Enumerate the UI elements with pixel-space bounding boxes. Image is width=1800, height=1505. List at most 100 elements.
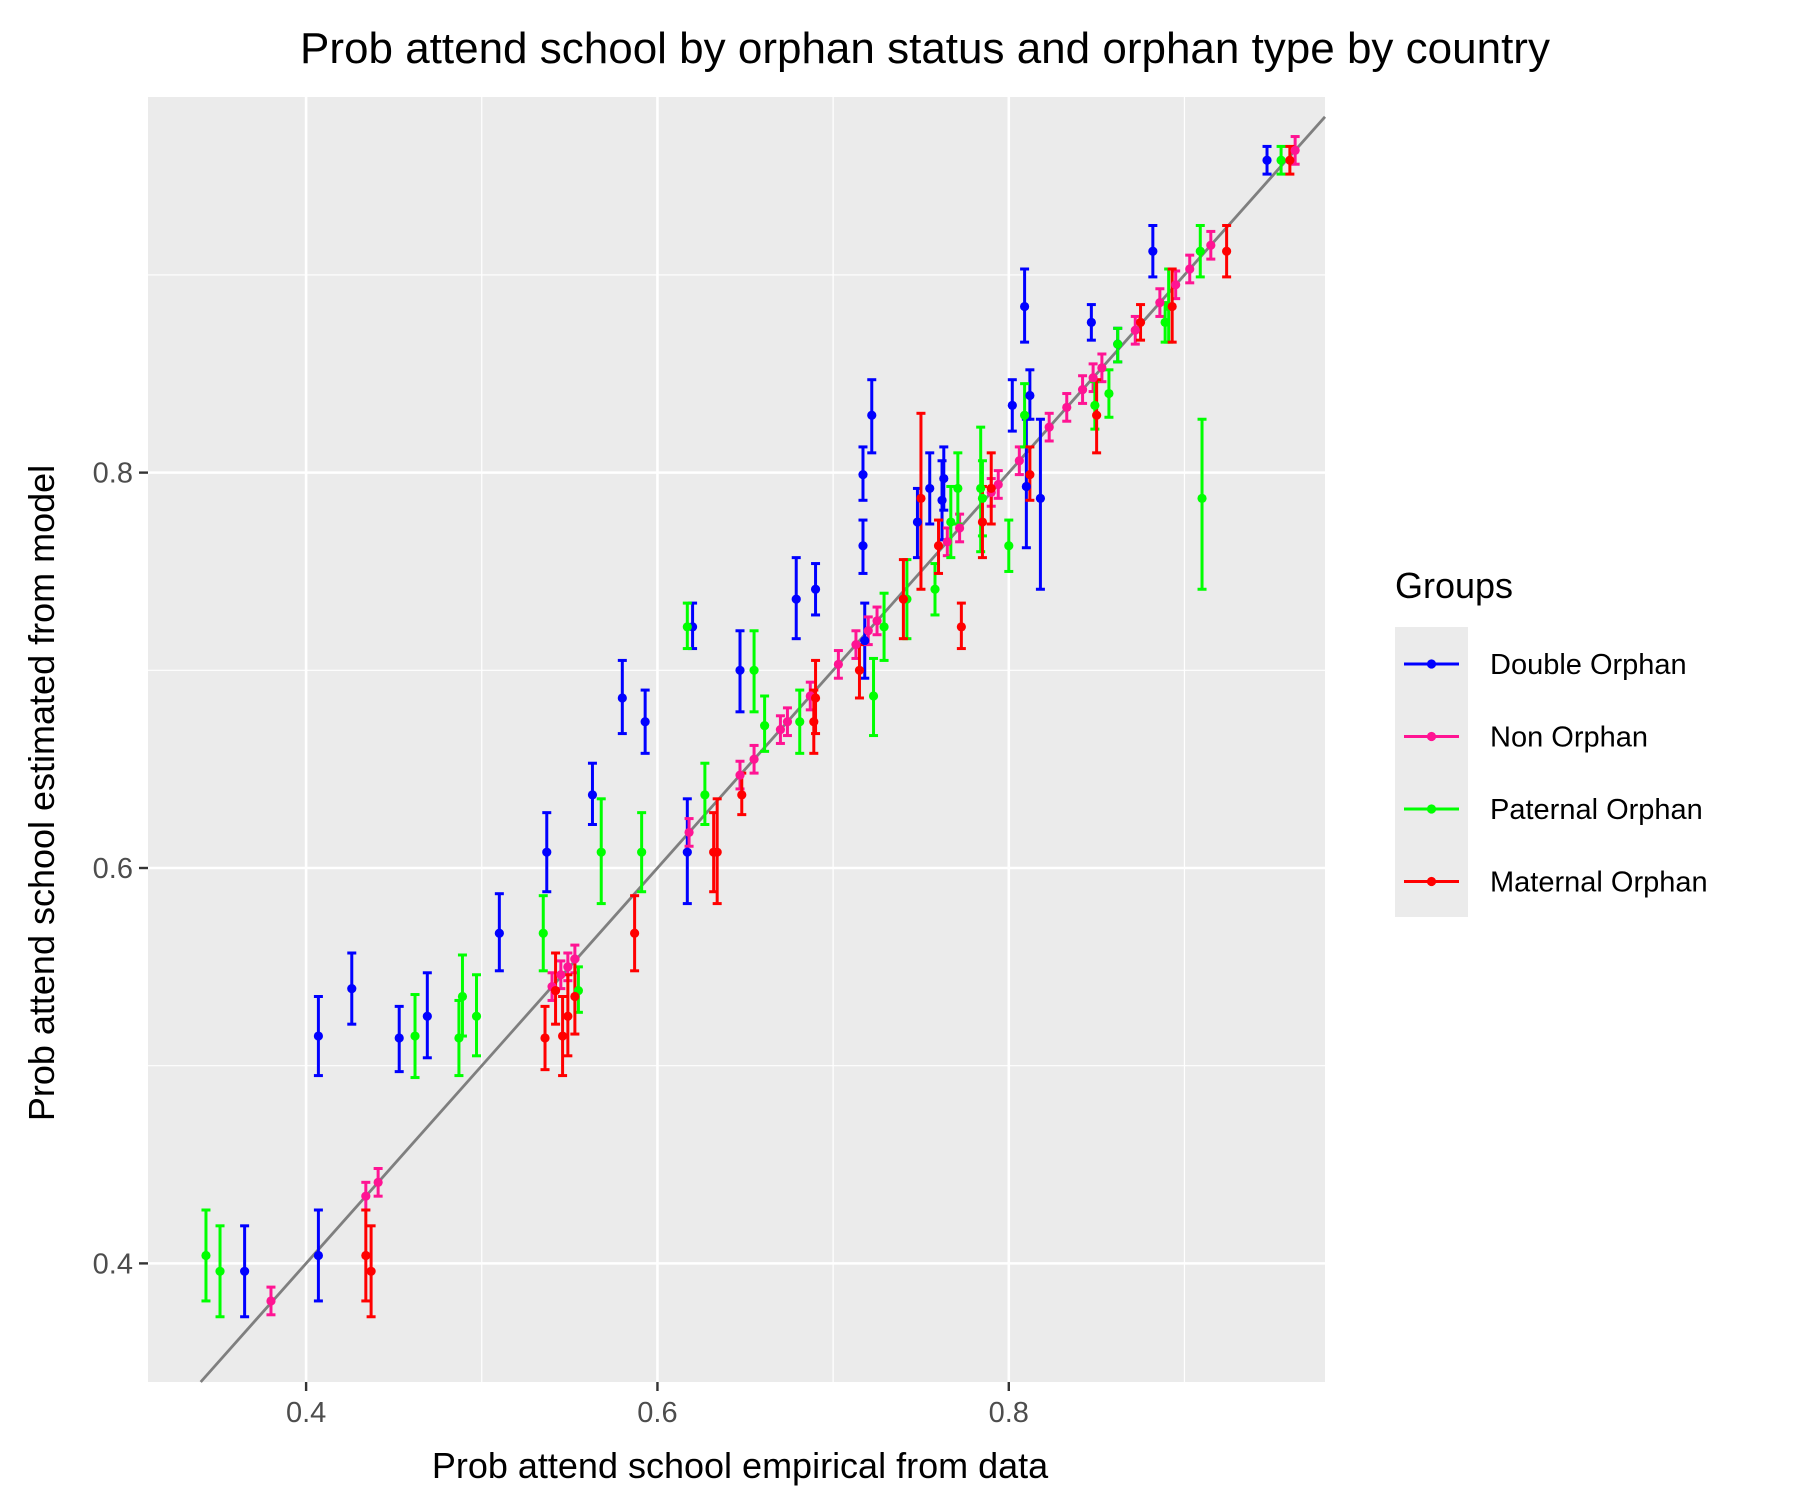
point-double-orphan — [791, 594, 801, 604]
point-non-orphan — [782, 717, 793, 727]
point-maternal-orphan — [361, 1250, 371, 1261]
point-paternal-orphan — [760, 721, 770, 731]
legend-label-double-orphan: Double Orphan — [1490, 649, 1687, 681]
point-double-orphan — [1148, 246, 1158, 256]
point-non-orphan — [735, 770, 745, 780]
point-non-orphan — [556, 970, 566, 980]
point-maternal-orphan — [366, 1266, 376, 1276]
point-paternal-orphan — [977, 493, 988, 503]
data-points — [201, 145, 1300, 1306]
point-non-orphan — [373, 1177, 383, 1187]
point-paternal-orphan — [471, 1011, 482, 1021]
point-double-orphan — [912, 517, 923, 527]
point-non-orphan — [993, 479, 1003, 490]
point-paternal-orphan — [596, 847, 606, 857]
point-double-orphan — [494, 928, 504, 938]
point-maternal-orphan — [986, 483, 996, 494]
point-double-orphan — [240, 1266, 250, 1276]
point-double-orphan — [867, 410, 877, 420]
point-double-orphan — [1020, 301, 1030, 312]
point-non-orphan — [563, 962, 573, 972]
point-non-orphan — [1097, 363, 1107, 373]
point-paternal-orphan — [868, 691, 879, 701]
legend-key-point-paternal-orphan — [1426, 804, 1437, 814]
point-paternal-orphan — [879, 622, 889, 632]
point-paternal-orphan — [749, 665, 759, 675]
point-paternal-orphan — [1160, 317, 1170, 327]
point-double-orphan — [1021, 481, 1031, 492]
point-paternal-orphan — [457, 991, 468, 1002]
point-paternal-orphan — [1276, 155, 1286, 165]
point-paternal-orphan — [1197, 493, 1207, 503]
x-tick-label: 0.8 — [989, 1397, 1029, 1429]
legend-key-point-double-orphan — [1426, 659, 1437, 669]
point-non-orphan — [570, 954, 580, 964]
point-non-orphan — [1014, 456, 1024, 466]
point-double-orphan — [313, 1031, 324, 1041]
point-non-orphan — [942, 537, 952, 547]
point-non-orphan — [749, 754, 759, 764]
point-non-orphan — [1171, 280, 1181, 290]
point-double-orphan — [313, 1250, 324, 1261]
point-non-orphan — [1130, 325, 1140, 335]
point-non-orphan — [361, 1191, 371, 1201]
point-double-orphan — [1262, 155, 1272, 165]
point-double-orphan — [542, 847, 552, 857]
point-paternal-orphan — [637, 847, 647, 857]
point-non-orphan — [266, 1296, 276, 1306]
legend-items: Double Orphan Non Orphan Paternal Orphan Ma… — [1404, 649, 1708, 899]
point-maternal-orphan — [712, 847, 722, 857]
y-tick-label: 0.4 — [93, 1248, 133, 1280]
plot-panel — [148, 97, 1325, 1382]
point-maternal-orphan — [916, 493, 926, 503]
point-double-orphan — [1035, 493, 1046, 503]
point-double-orphan — [682, 847, 692, 857]
legend-label-non-orphan: Non Orphan — [1490, 722, 1648, 754]
chart-title: Prob attend school by orphan status and … — [300, 24, 1550, 73]
point-double-orphan — [617, 693, 627, 703]
x-axis-label: Prob attend school empirical from data — [432, 1445, 1049, 1486]
y-axis: 0.4 0.6 0.8 — [93, 458, 148, 1280]
point-paternal-orphan — [930, 584, 940, 594]
point-maternal-orphan — [1222, 246, 1232, 256]
point-non-orphan — [851, 640, 861, 650]
point-non-orphan — [1185, 264, 1195, 274]
point-paternal-orphan — [1195, 246, 1205, 256]
point-paternal-orphan — [454, 1033, 464, 1043]
point-paternal-orphan — [795, 717, 805, 727]
point-maternal-orphan — [563, 1011, 573, 1021]
point-paternal-orphan — [976, 483, 986, 494]
point-double-orphan — [394, 1033, 404, 1043]
x-tick-label: 0.4 — [286, 1397, 326, 1429]
point-paternal-orphan — [1104, 388, 1114, 399]
legend-label-paternal-orphan: Paternal Orphan — [1490, 794, 1703, 826]
major-grid — [148, 97, 1325, 1382]
point-maternal-orphan — [1135, 317, 1146, 327]
point-maternal-orphan — [810, 693, 821, 703]
point-non-orphan — [1206, 240, 1216, 250]
point-maternal-orphan — [898, 594, 908, 604]
point-paternal-orphan — [946, 517, 956, 527]
point-maternal-orphan — [956, 622, 966, 632]
point-maternal-orphan — [550, 985, 561, 996]
point-maternal-orphan — [540, 1033, 550, 1043]
legend-key-point-maternal-orphan — [1426, 876, 1437, 887]
point-non-orphan — [1088, 373, 1098, 383]
point-double-orphan — [1025, 390, 1035, 401]
point-maternal-orphan — [1285, 155, 1295, 165]
point-paternal-orphan — [1090, 400, 1100, 410]
point-double-orphan — [860, 636, 870, 646]
point-paternal-orphan — [215, 1266, 225, 1276]
point-double-orphan — [422, 1011, 432, 1021]
point-paternal-orphan — [1004, 541, 1014, 551]
point-non-orphan — [1062, 402, 1072, 412]
point-paternal-orphan — [410, 1031, 420, 1041]
y-axis-label: Prob attend school estimated from model — [21, 465, 62, 1121]
point-maternal-orphan — [630, 928, 640, 938]
point-non-orphan — [1044, 422, 1054, 432]
legend-key-point-non-orphan — [1426, 731, 1437, 742]
point-double-orphan — [858, 541, 868, 551]
point-maternal-orphan — [1025, 469, 1035, 480]
point-paternal-orphan — [700, 790, 710, 800]
